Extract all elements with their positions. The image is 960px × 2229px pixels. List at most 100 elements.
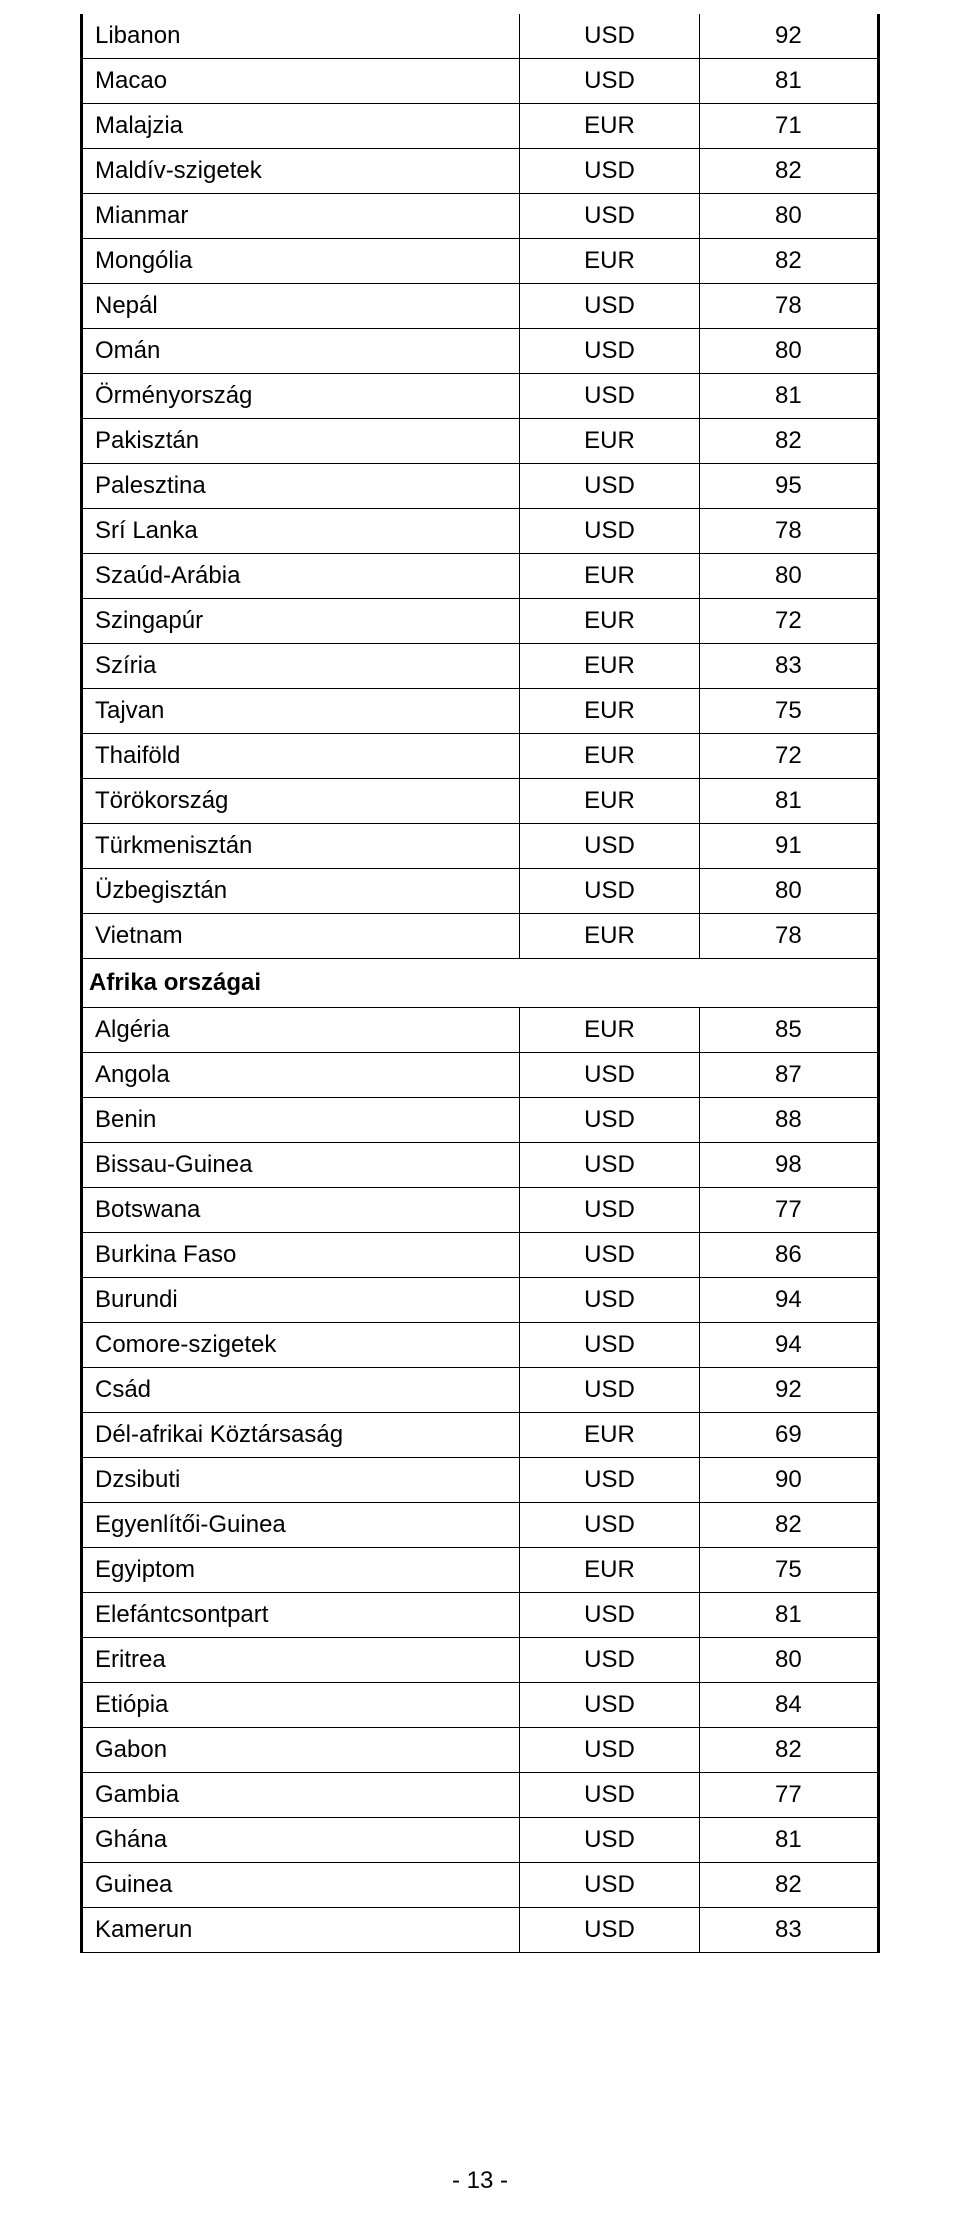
currency-cell: USD [520, 1773, 699, 1818]
table-row: MalajziaEUR71 [82, 104, 879, 149]
table-row: LibanonUSD92 [82, 14, 879, 59]
value-cell: 98 [699, 1143, 878, 1188]
currency-cell: EUR [520, 599, 699, 644]
value-cell: 69 [699, 1413, 878, 1458]
currency-cell: USD [520, 1638, 699, 1683]
currency-cell: EUR [520, 104, 699, 149]
country-cell: Szíria [82, 644, 520, 689]
value-cell: 75 [699, 1548, 878, 1593]
value-cell: 81 [699, 374, 878, 419]
currency-cell: USD [520, 149, 699, 194]
value-cell: 78 [699, 284, 878, 329]
table-row: GambiaUSD77 [82, 1773, 879, 1818]
value-cell: 80 [699, 194, 878, 239]
table-row: NepálUSD78 [82, 284, 879, 329]
currency-cell: USD [520, 1458, 699, 1503]
country-cell: Vietnam [82, 914, 520, 959]
value-cell: 80 [699, 329, 878, 374]
currency-cell: USD [520, 1818, 699, 1863]
currency-cell: USD [520, 1233, 699, 1278]
table-row: EgyiptomEUR75 [82, 1548, 879, 1593]
value-cell: 95 [699, 464, 878, 509]
table-row: Maldív-szigetekUSD82 [82, 149, 879, 194]
country-cell: Örményország [82, 374, 520, 419]
country-cell: Etiópia [82, 1683, 520, 1728]
table-row: DzsibutiUSD90 [82, 1458, 879, 1503]
currency-cell: EUR [520, 1008, 699, 1053]
currency-cell: USD [520, 374, 699, 419]
table-row: ThaiföldEUR72 [82, 734, 879, 779]
table-row: MongóliaEUR82 [82, 239, 879, 284]
country-cell: Omán [82, 329, 520, 374]
table-row: MacaoUSD81 [82, 59, 879, 104]
currency-cell: USD [520, 1143, 699, 1188]
currency-cell: USD [520, 869, 699, 914]
currency-cell: USD [520, 1053, 699, 1098]
table-row: AngolaUSD87 [82, 1053, 879, 1098]
currency-cell: USD [520, 1593, 699, 1638]
currency-cell: EUR [520, 779, 699, 824]
table-row: PalesztinaUSD95 [82, 464, 879, 509]
value-cell: 94 [699, 1323, 878, 1368]
value-cell: 81 [699, 1593, 878, 1638]
currency-cell: USD [520, 509, 699, 554]
table-row: ElefántcsontpartUSD81 [82, 1593, 879, 1638]
table-row: Szaúd-ArábiaEUR80 [82, 554, 879, 599]
value-cell: 85 [699, 1008, 878, 1053]
value-cell: 84 [699, 1683, 878, 1728]
country-cell: Ghána [82, 1818, 520, 1863]
table-row: Bissau-GuineaUSD98 [82, 1143, 879, 1188]
currency-cell: USD [520, 1503, 699, 1548]
value-cell: 82 [699, 239, 878, 284]
value-cell: 81 [699, 779, 878, 824]
table-row: TürkmenisztánUSD91 [82, 824, 879, 869]
country-cell: Eritrea [82, 1638, 520, 1683]
currency-cell: USD [520, 1863, 699, 1908]
country-cell: Elefántcsontpart [82, 1593, 520, 1638]
value-cell: 92 [699, 1368, 878, 1413]
country-cell: Egyiptom [82, 1548, 520, 1593]
country-cell: Pakisztán [82, 419, 520, 464]
country-cell: Üzbegisztán [82, 869, 520, 914]
table-row: SzíriaEUR83 [82, 644, 879, 689]
country-cell: Maldív-szigetek [82, 149, 520, 194]
table-row: MianmarUSD80 [82, 194, 879, 239]
value-cell: 81 [699, 59, 878, 104]
country-cell: Nepál [82, 284, 520, 329]
country-cell: Tajvan [82, 689, 520, 734]
country-cell: Palesztina [82, 464, 520, 509]
country-cell: Szaúd-Arábia [82, 554, 520, 599]
value-cell: 88 [699, 1098, 878, 1143]
currency-cell: USD [520, 194, 699, 239]
currency-cell: USD [520, 1683, 699, 1728]
value-cell: 82 [699, 1503, 878, 1548]
currency-cell: USD [520, 1098, 699, 1143]
table-row: TörökországEUR81 [82, 779, 879, 824]
country-cell: Burundi [82, 1278, 520, 1323]
currency-cell: USD [520, 14, 699, 59]
country-cell: Angola [82, 1053, 520, 1098]
table-row: GuineaUSD82 [82, 1863, 879, 1908]
table-row: KamerunUSD83 [82, 1908, 879, 1953]
value-cell: 80 [699, 1638, 878, 1683]
currency-cell: EUR [520, 1413, 699, 1458]
currency-cell: USD [520, 1323, 699, 1368]
country-cell: Kamerun [82, 1908, 520, 1953]
currency-cell: USD [520, 1908, 699, 1953]
value-cell: 91 [699, 824, 878, 869]
table-row: Dél-afrikai KöztársaságEUR69 [82, 1413, 879, 1458]
document-page: LibanonUSD92MacaoUSD81MalajziaEUR71Maldí… [0, 0, 960, 1953]
currency-cell: USD [520, 1188, 699, 1233]
table-row: VietnamEUR78 [82, 914, 879, 959]
value-cell: 72 [699, 734, 878, 779]
page-number-label: - 13 - [452, 2167, 508, 2194]
country-cell: Comore-szigetek [82, 1323, 520, 1368]
table-row: SzingapúrEUR72 [82, 599, 879, 644]
value-cell: 72 [699, 599, 878, 644]
table-row: EtiópiaUSD84 [82, 1683, 879, 1728]
country-cell: Dzsibuti [82, 1458, 520, 1503]
value-cell: 90 [699, 1458, 878, 1503]
value-cell: 94 [699, 1278, 878, 1323]
country-cell: Benin [82, 1098, 520, 1143]
currency-cell: USD [520, 59, 699, 104]
